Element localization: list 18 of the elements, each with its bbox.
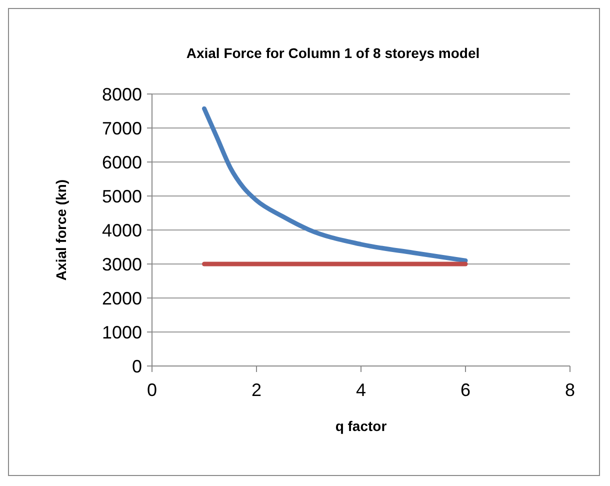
x-tick-label: 6 <box>460 380 471 400</box>
y-axis-title: Axial force (kn) <box>53 179 69 281</box>
y-tick-label: 0 <box>132 356 142 376</box>
y-tick-label: 3000 <box>102 254 142 274</box>
y-tick-label: 5000 <box>102 186 142 206</box>
x-tick-label: 8 <box>564 380 576 400</box>
y-tick-label: 7000 <box>102 118 142 138</box>
x-tick-label: 4 <box>356 380 366 400</box>
x-tick-label: 2 <box>251 380 262 400</box>
y-tick-label: 8000 <box>102 84 142 104</box>
line-series <box>202 106 468 263</box>
y-tick-label: 1000 <box>102 322 142 342</box>
x-tick-label: 0 <box>146 380 158 400</box>
y-tick-label: 4000 <box>102 220 142 240</box>
y-tick-label: 6000 <box>102 152 142 172</box>
x-axis-title: q factor <box>335 418 388 434</box>
y-tick-label: 2000 <box>102 288 142 308</box>
chart-title: Axial Force for Column 1 of 8 storeys model <box>186 45 480 61</box>
